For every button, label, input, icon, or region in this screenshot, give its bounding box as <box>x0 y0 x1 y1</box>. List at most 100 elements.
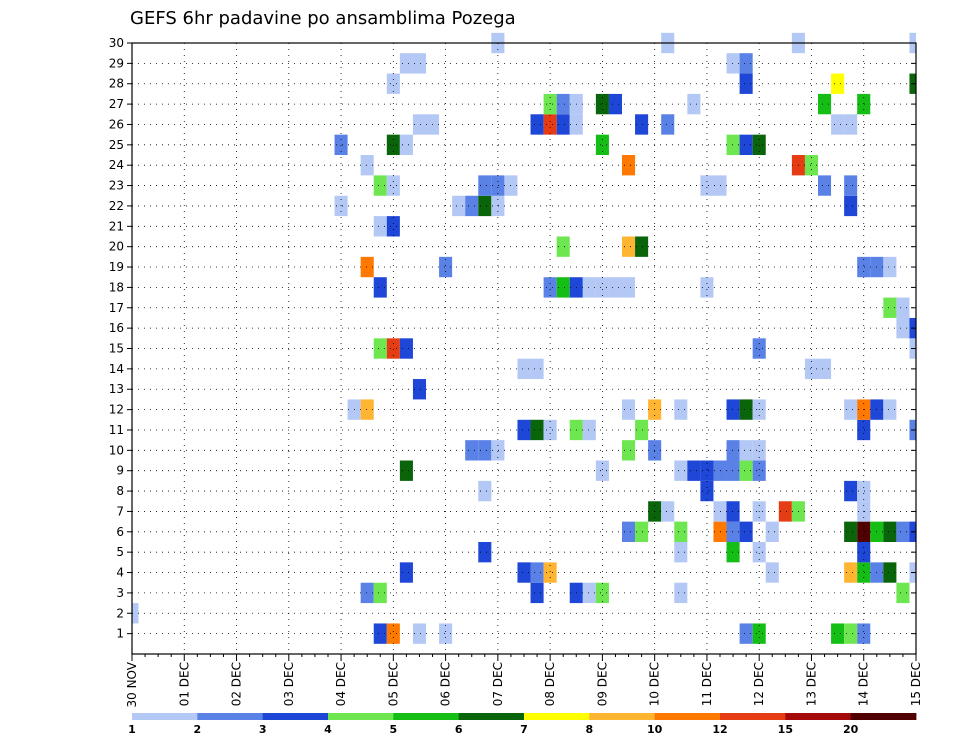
cell-m25-s47 <box>739 134 753 156</box>
cell-m25-s46 <box>726 134 740 156</box>
cell-m5-s46 <box>726 541 740 563</box>
cell-m9-s46 <box>726 460 740 481</box>
cell-m22-s25 <box>452 195 466 217</box>
cell-m12-s58 <box>883 399 897 420</box>
cell-m26-s32 <box>543 114 557 135</box>
cell-m22-s26 <box>465 195 479 217</box>
cell-m20-s38 <box>622 236 636 257</box>
colorbar-swatch <box>654 713 721 720</box>
cell-m8-s44 <box>700 480 714 502</box>
cell-m6-s49 <box>765 521 779 542</box>
cell-m1-s24 <box>439 623 453 644</box>
cell-m3-s36 <box>595 582 609 604</box>
cell-m10-s46 <box>726 440 740 461</box>
colorbar-swatch <box>262 713 329 720</box>
cell-m27-s37 <box>608 93 622 115</box>
y-tick-label: 10 <box>109 443 124 457</box>
cell-m1-s56 <box>857 623 871 644</box>
cell-m27-s32 <box>543 93 557 115</box>
cell-m15-s48 <box>752 338 766 359</box>
cell-m1-s47 <box>739 623 753 644</box>
cell-m29-s46 <box>726 53 740 74</box>
cell-m19-s56 <box>857 256 871 278</box>
colorbar-swatch <box>328 713 394 720</box>
cell-m4-s58 <box>883 562 897 583</box>
cell-m6-s42 <box>674 521 688 542</box>
cell-m1-s55 <box>844 623 858 644</box>
cell-m3-s59 <box>896 582 910 604</box>
x-tick-label: 13 DEC <box>804 662 818 706</box>
colorbar-label: 1 <box>128 723 136 736</box>
cell-m9-s42 <box>674 460 688 481</box>
cell-m25-s21 <box>399 134 413 156</box>
y-tick-label: 7 <box>116 504 124 518</box>
cell-m11-s31 <box>530 419 544 441</box>
y-tick-label: 9 <box>116 464 124 478</box>
colorbar-label: 3 <box>259 723 267 736</box>
y-tick-label: 29 <box>109 56 124 70</box>
cell-m24-s38 <box>622 155 636 176</box>
y-tick-label: 2 <box>116 606 124 620</box>
cell-m5-s27 <box>478 541 492 563</box>
cell-m3-s35 <box>582 582 596 604</box>
cell-m12-s46 <box>726 399 740 420</box>
colorbar-label: 6 <box>455 723 463 736</box>
cell-m18-s37 <box>608 277 622 298</box>
cell-m29-s21 <box>399 53 413 74</box>
cell-m14-s31 <box>530 358 544 380</box>
cell-m4-s30 <box>517 562 531 583</box>
cell-m4-s31 <box>530 562 544 583</box>
cell-m15-s21 <box>399 338 413 359</box>
cell-m12-s18 <box>360 399 374 420</box>
cell-m27-s53 <box>818 93 832 115</box>
cell-m8-s27 <box>478 480 492 502</box>
cell-m17-s59 <box>896 297 910 318</box>
cell-m18-s44 <box>700 277 714 298</box>
x-tick-label: 08 DEC <box>543 662 557 706</box>
cell-m19-s24 <box>439 256 453 278</box>
colorbar-label: 10 <box>647 723 663 736</box>
cell-m19-s58 <box>883 256 897 278</box>
y-tick-label: 25 <box>109 138 124 152</box>
cell-m11-s35 <box>582 419 596 441</box>
y-tick-label: 15 <box>109 342 124 356</box>
cell-m23-s53 <box>818 175 832 196</box>
y-axis: 1234567891011121314151617181920212223242… <box>109 36 916 641</box>
y-tick-label: 28 <box>109 77 124 91</box>
y-tick-label: 19 <box>109 260 124 274</box>
colorbar-swatch <box>197 713 264 720</box>
colorbar-label: 8 <box>586 723 594 736</box>
colorbar-label: 2 <box>194 723 202 736</box>
cell-m28-s54 <box>831 73 845 94</box>
y-tick-label: 16 <box>109 321 124 335</box>
cell-m26-s39 <box>635 114 649 135</box>
cell-m10-s38 <box>622 440 636 461</box>
cell-m23-s55 <box>844 175 858 196</box>
cell-m10-s47 <box>739 440 753 461</box>
cell-m5-s56 <box>857 541 871 563</box>
cell-m24-s52 <box>804 155 818 176</box>
cell-m3-s19 <box>373 582 387 604</box>
cell-m9-s44 <box>700 460 714 481</box>
cell-m23-s27 <box>478 175 492 196</box>
cell-m23-s20 <box>386 175 400 196</box>
x-tick-label: 04 DEC <box>334 662 348 706</box>
y-tick-label: 27 <box>109 97 124 111</box>
cell-m9-s47 <box>739 460 753 481</box>
x-tick-label: 14 DEC <box>857 662 871 706</box>
cell-m5-s42 <box>674 541 688 563</box>
cell-m26-s33 <box>556 114 570 135</box>
y-tick-label: 30 <box>109 36 124 50</box>
x-tick-label: 11 DEC <box>700 662 714 706</box>
colorbar-swatch <box>589 713 656 720</box>
cell-m16-s59 <box>896 317 910 339</box>
cell-m25-s48 <box>752 134 766 156</box>
cell-m1-s48 <box>752 623 766 644</box>
cell-m6-s46 <box>726 521 740 542</box>
cell-m6-s59 <box>896 521 910 542</box>
cell-m6-s47 <box>739 521 753 542</box>
cell-m29-s22 <box>412 53 426 74</box>
colorbar-swatch <box>132 713 198 720</box>
cell-m20-s33 <box>556 236 570 257</box>
